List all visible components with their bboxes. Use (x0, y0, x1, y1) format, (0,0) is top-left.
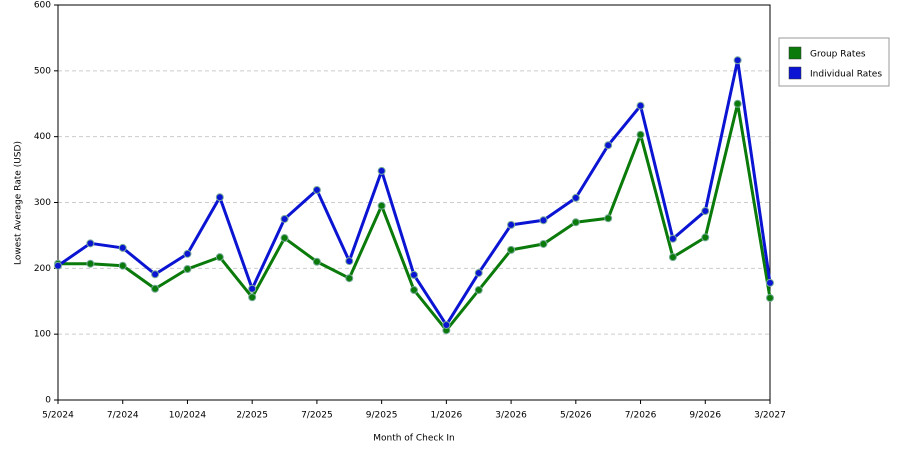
data-point (507, 245, 516, 254)
data-point (377, 201, 386, 210)
data-point (377, 166, 386, 175)
legend-swatch (788, 66, 802, 80)
legend-label: Group Rates (810, 50, 866, 60)
data-point (539, 216, 548, 225)
data-point (636, 130, 645, 139)
data-point (604, 141, 613, 150)
x-tick-label: 9/2025 (366, 411, 398, 421)
x-tick-label: 3/2026 (495, 411, 527, 421)
x-tick-label: 3/2027 (754, 411, 786, 421)
data-point (280, 234, 289, 243)
data-point (280, 214, 289, 223)
data-point (345, 257, 354, 266)
data-point (571, 218, 580, 227)
x-tick-label: 5/2026 (560, 411, 592, 421)
data-point (668, 253, 677, 262)
data-point (474, 286, 483, 295)
data-point (410, 270, 418, 279)
data-point (215, 253, 224, 262)
x-tick-label: 7/2024 (107, 411, 139, 421)
y-tick-label: 400 (34, 132, 51, 142)
data-point (151, 284, 160, 293)
data-point (248, 293, 257, 302)
data-point (312, 257, 321, 266)
x-tick-label: 5/2024 (42, 411, 74, 421)
data-point (118, 243, 127, 252)
data-point (345, 274, 354, 283)
data-point (183, 264, 192, 273)
x-tick-label: 7/2025 (301, 411, 333, 421)
data-point (54, 261, 62, 270)
plot-frame (57, 4, 771, 401)
data-point (539, 239, 548, 248)
data-point (442, 320, 451, 329)
legend-label: Individual Rates (810, 70, 882, 80)
data-point (766, 278, 774, 287)
y-axis-label: Lowest Average Rate (USD) (14, 141, 24, 265)
data-point (733, 99, 742, 108)
series-line (58, 102, 772, 332)
x-tick-label: 1/2026 (431, 411, 463, 421)
y-tick-label: 100 (34, 330, 51, 340)
data-point (636, 101, 645, 110)
y-tick-label: 500 (34, 66, 51, 76)
data-point (215, 193, 224, 202)
data-point (701, 207, 710, 216)
x-axis-label: Month of Check In (373, 434, 455, 444)
y-tick-label: 0 (45, 396, 51, 406)
y-tick-label: 600 (34, 1, 51, 11)
data-point (312, 185, 321, 194)
data-point (86, 259, 95, 268)
data-point (507, 220, 516, 229)
data-point (118, 261, 127, 270)
data-point (183, 249, 192, 258)
x-tick-label: 9/2026 (689, 411, 721, 421)
data-point (474, 268, 483, 277)
x-tick-label: 10/2024 (169, 411, 207, 421)
data-point (733, 56, 742, 65)
y-tick-label: 300 (34, 198, 51, 208)
data-point (668, 234, 677, 243)
data-point (604, 214, 613, 223)
data-point (86, 239, 95, 248)
data-point (766, 293, 774, 302)
legend-swatch (788, 46, 802, 60)
series-line (57, 58, 772, 327)
y-tick-label: 200 (34, 264, 51, 274)
x-tick-label: 7/2026 (625, 411, 657, 421)
data-point (701, 233, 710, 242)
data-point (248, 284, 257, 293)
x-tick-label: 2/2025 (236, 411, 268, 421)
data-point (410, 286, 418, 295)
data-point (571, 193, 580, 202)
data-point (151, 270, 160, 279)
